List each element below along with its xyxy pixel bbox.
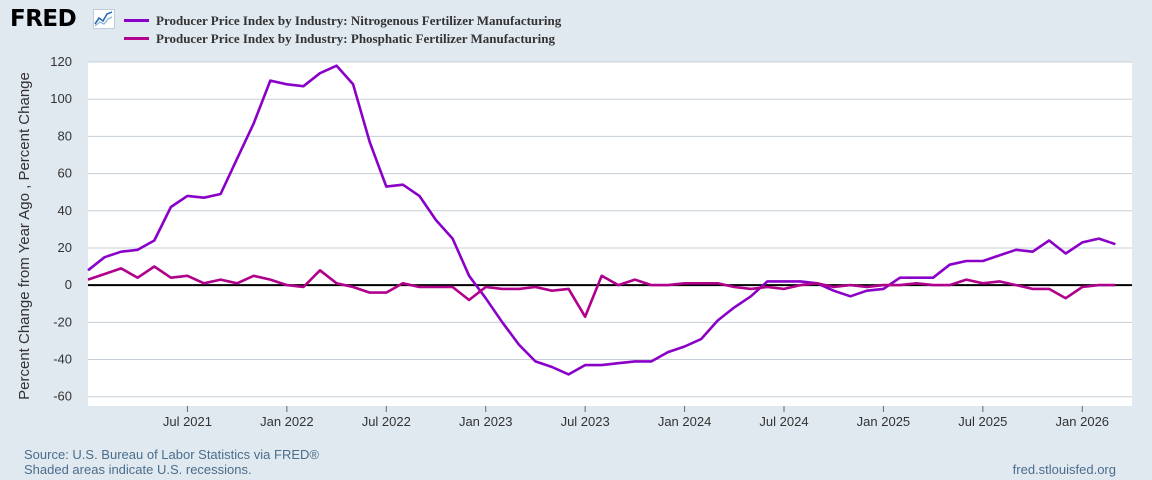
y-tick-label: -20 bbox=[53, 314, 72, 329]
source-note: Source: U.S. Bureau of Labor Statistics … bbox=[24, 447, 319, 462]
x-tick-label: Jan 2025 bbox=[857, 414, 911, 429]
y-tick-label: 80 bbox=[58, 128, 72, 143]
y-axis-label: Percent Change from Year Ago , Percent C… bbox=[16, 72, 33, 400]
x-tick-label: Jan 2022 bbox=[260, 414, 314, 429]
x-tick-label: Jul 2022 bbox=[362, 414, 411, 429]
x-tick-label: Jan 2026 bbox=[1056, 414, 1110, 429]
chart-legend: Producer Price Index by Industry: Nitrog… bbox=[124, 12, 561, 48]
y-tick-label: 0 bbox=[65, 277, 72, 292]
x-tick-label: Jul 2025 bbox=[958, 414, 1007, 429]
x-tick-label: Jul 2021 bbox=[163, 414, 212, 429]
legend-swatch-phosphatic bbox=[124, 37, 149, 40]
y-tick-label: 100 bbox=[50, 91, 72, 106]
series-lines bbox=[87, 64, 1116, 376]
x-axis-ticks: Jul 2021 Jan 2022 Jul 2022 Jan 2023 Jul 2023… bbox=[163, 406, 1109, 429]
recession-note: Shaded areas indicate U.S. recessions. bbox=[24, 462, 252, 477]
y-tick-label: 40 bbox=[58, 203, 72, 218]
legend-label-nitrogenous: Producer Price Index by Industry: Nitrog… bbox=[156, 13, 562, 28]
chart-line-icon bbox=[93, 9, 115, 29]
legend-item-phosphatic[interactable]: Producer Price Index by Industry: Phosph… bbox=[124, 30, 561, 48]
x-tick-label: Jul 2023 bbox=[561, 414, 610, 429]
site-link[interactable]: fred.stlouisfed.org bbox=[1012, 462, 1116, 477]
legend-swatch-nitrogenous bbox=[124, 19, 149, 22]
y-tick-label: 120 bbox=[50, 54, 72, 69]
plot-area bbox=[88, 62, 1132, 406]
y-tick-label: 20 bbox=[58, 240, 72, 255]
y-tick-label: -60 bbox=[53, 389, 72, 404]
y-tick-label: -40 bbox=[53, 352, 72, 367]
y-axis-ticks: 120 100 80 60 40 20 0 -20 -40 -60 bbox=[50, 54, 72, 404]
series-line-nitrogenous[interactable] bbox=[87, 64, 1116, 376]
y-tick-label: 60 bbox=[58, 166, 72, 181]
fred-logo[interactable]: FRED bbox=[10, 6, 77, 32]
series-line-phosphatic[interactable] bbox=[87, 265, 1116, 319]
x-tick-label: Jan 2023 bbox=[459, 414, 513, 429]
legend-label-phosphatic: Producer Price Index by Industry: Phosph… bbox=[156, 31, 556, 46]
legend-item-nitrogenous[interactable]: Producer Price Index by Industry: Nitrog… bbox=[124, 12, 561, 30]
x-tick-label: Jan 2024 bbox=[658, 414, 712, 429]
x-tick-label: Jul 2024 bbox=[759, 414, 808, 429]
